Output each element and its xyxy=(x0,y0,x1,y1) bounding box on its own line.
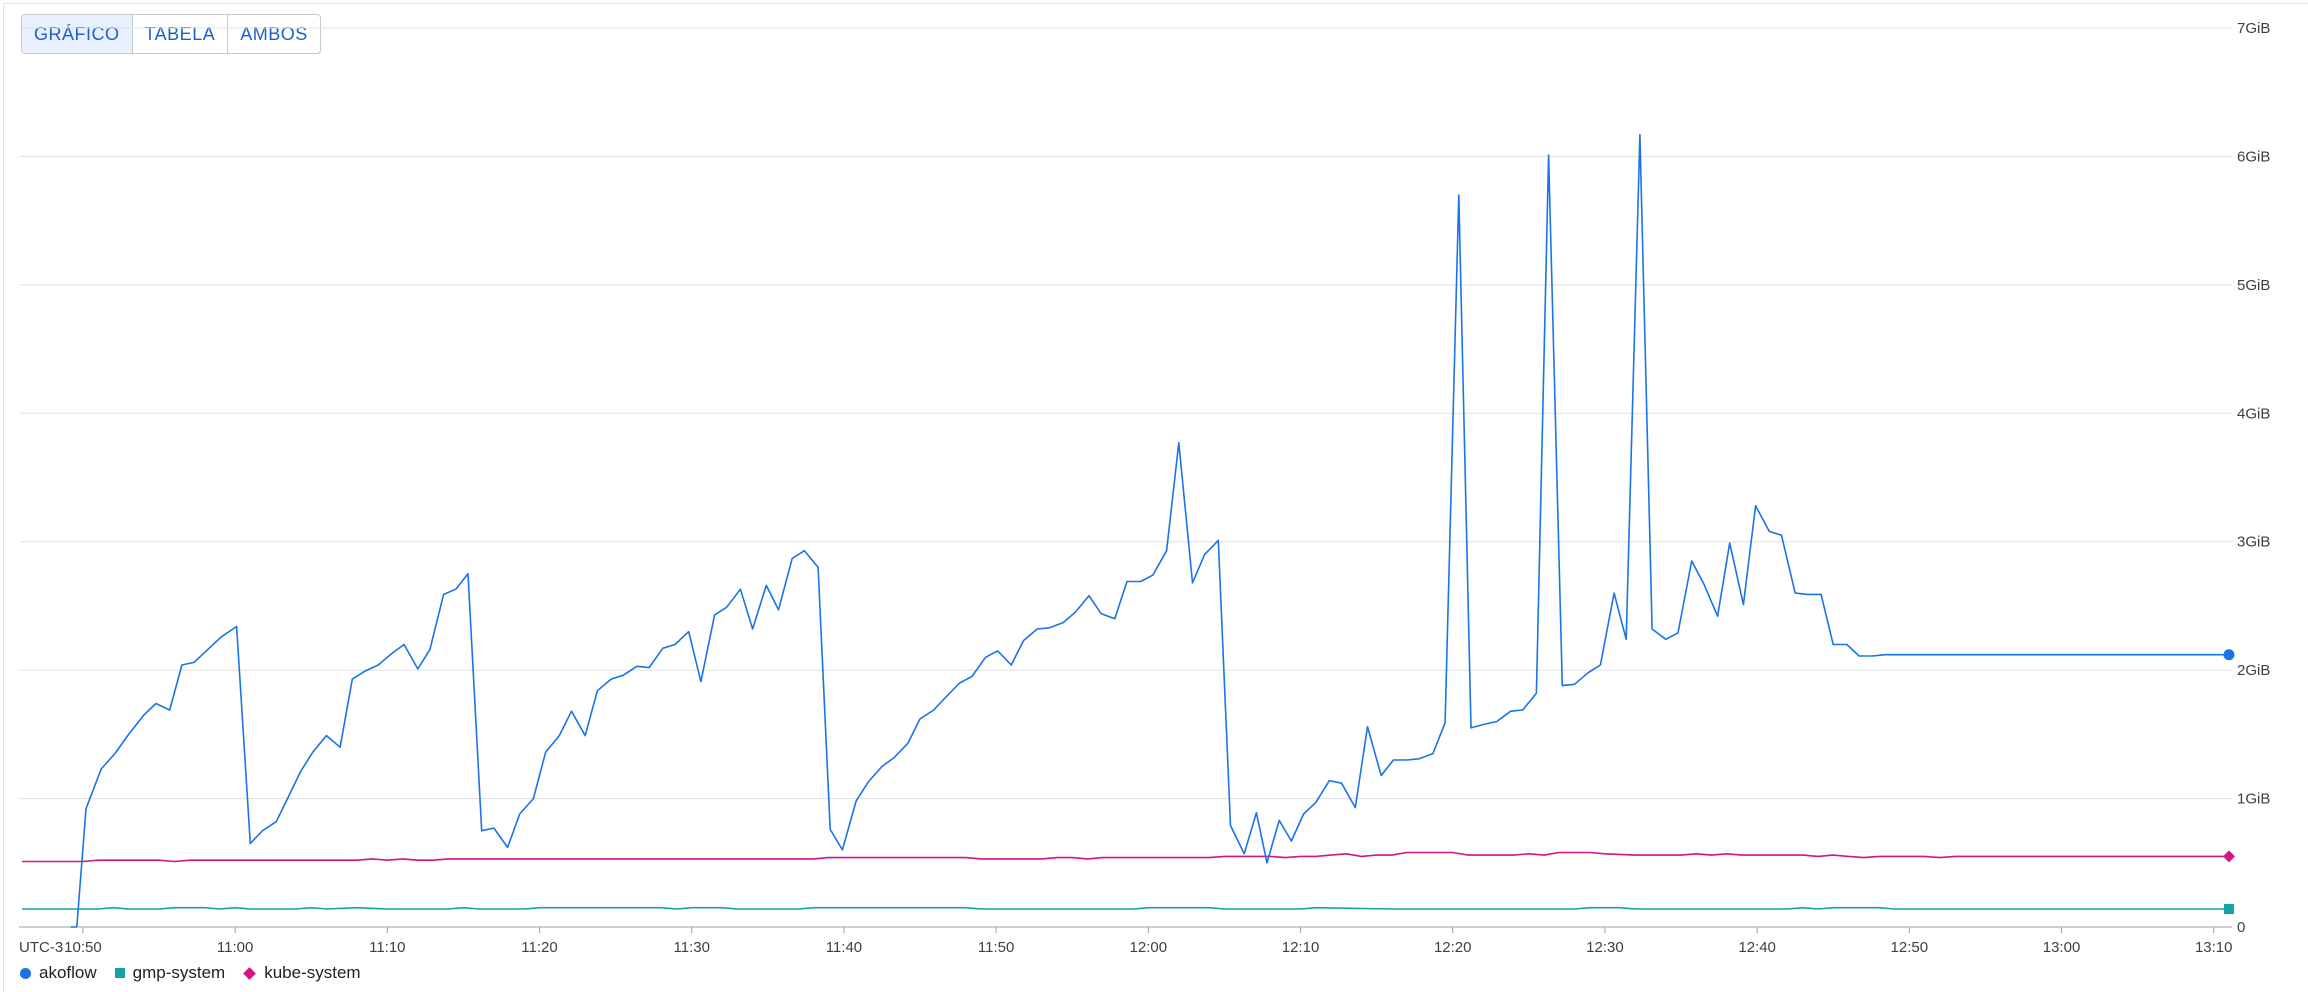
y-tick-label: 1GiB xyxy=(2237,791,2270,808)
series-line-akoflow xyxy=(70,133,2229,928)
series-end-marker-kube-system xyxy=(2222,850,2235,863)
grid-lines xyxy=(19,27,2232,928)
circle-marker-icon xyxy=(20,967,31,979)
legend-item-gmp-system[interactable]: gmp-system xyxy=(114,963,226,983)
x-tick-label: 12:20 xyxy=(1434,939,1472,956)
x-tick-label: 13:00 xyxy=(2043,939,2081,956)
x-tick-label: 11:50 xyxy=(978,939,1014,956)
series-end-marker-gmp-system xyxy=(2223,904,2234,915)
x-tick-label: 12:40 xyxy=(1738,939,1776,956)
x-tick-label: 11:10 xyxy=(369,939,405,956)
chart-panel xyxy=(3,3,2308,992)
series xyxy=(22,133,2229,928)
x-tick-label: 12:00 xyxy=(1130,939,1168,956)
legend-label: kube-system xyxy=(264,963,361,982)
legend-label: gmp-system xyxy=(132,963,226,982)
series-end-marker-akoflow xyxy=(2223,649,2235,661)
x-axis: UTC-3 10:50 11:00 11:10 11:20 11:30 11:40 11:5… xyxy=(19,927,2233,956)
series-line-gmp-system xyxy=(22,906,2229,910)
x-tick-label: 12:30 xyxy=(1586,939,1624,956)
x-tick-label: 11:00 xyxy=(217,939,253,956)
square-marker-icon xyxy=(114,968,125,978)
legend-label: akoflow xyxy=(39,963,97,982)
x-tick-label: 10:50 xyxy=(64,939,102,956)
series-end-markers xyxy=(2222,649,2235,915)
timezone-label: UTC-3 xyxy=(19,939,63,956)
y-tick-label: 7GiB xyxy=(2237,20,2270,37)
series-line-kube-system xyxy=(22,851,2229,863)
y-tick-label: 4GiB xyxy=(2237,405,2270,422)
x-tick-label: 13:10 xyxy=(2195,939,2233,956)
y-axis: 0 1GiB 2GiB 3GiB 4GiB 5GiB 6GiB 7GiB xyxy=(2237,20,2270,936)
y-tick-label: 0 xyxy=(2237,919,2245,936)
legend-item-akoflow[interactable]: akoflow xyxy=(20,963,97,983)
x-tick-label: 12:10 xyxy=(1282,939,1320,956)
x-tick-label: 11:30 xyxy=(674,939,710,956)
y-tick-label: 2GiB xyxy=(2237,662,2270,679)
x-tick-label: 11:40 xyxy=(826,939,862,956)
y-tick-label: 3GiB xyxy=(2237,534,2270,551)
legend-item-kube-system[interactable]: kube-system xyxy=(243,963,361,983)
diamond-marker-icon xyxy=(243,966,257,980)
y-tick-label: 5GiB xyxy=(2237,277,2270,294)
y-tick-label: 6GiB xyxy=(2237,148,2270,165)
x-tick-label: 11:20 xyxy=(521,939,557,956)
x-tick-label: 12:50 xyxy=(1891,939,1929,956)
chart-legend: akoflow gmp-system kube-system xyxy=(20,963,379,983)
